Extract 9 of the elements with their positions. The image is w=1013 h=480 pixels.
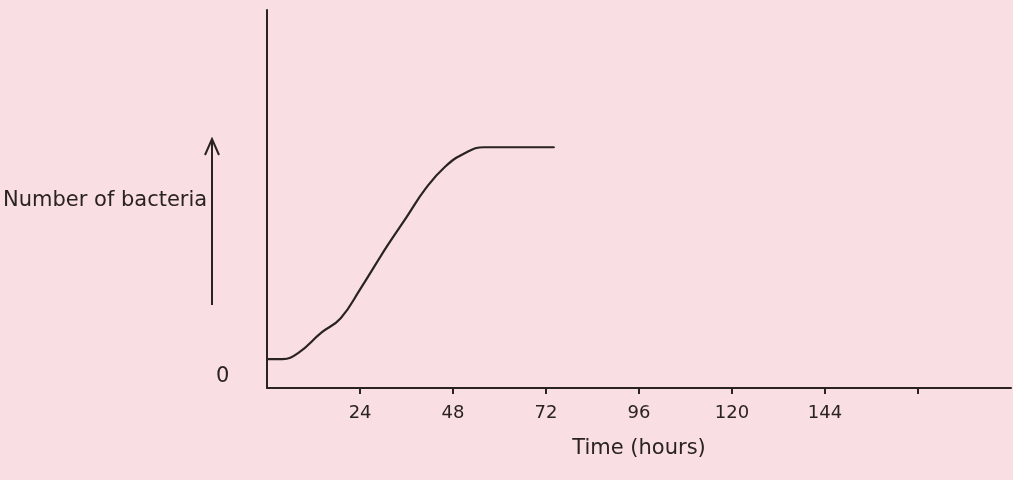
x-tick-label: 48 (441, 400, 465, 422)
x-tick-label: 24 (348, 400, 372, 422)
x-axis-title: Time (hours) (571, 434, 706, 459)
y-axis-title: Number of bacteria (3, 187, 208, 211)
x-tick-label: 96 (627, 400, 651, 422)
text: 0 (216, 362, 230, 387)
x-tick-label: 144 (807, 400, 843, 422)
x-tick-label: 72 (534, 400, 558, 422)
x-tick-label: 120 (714, 400, 750, 422)
